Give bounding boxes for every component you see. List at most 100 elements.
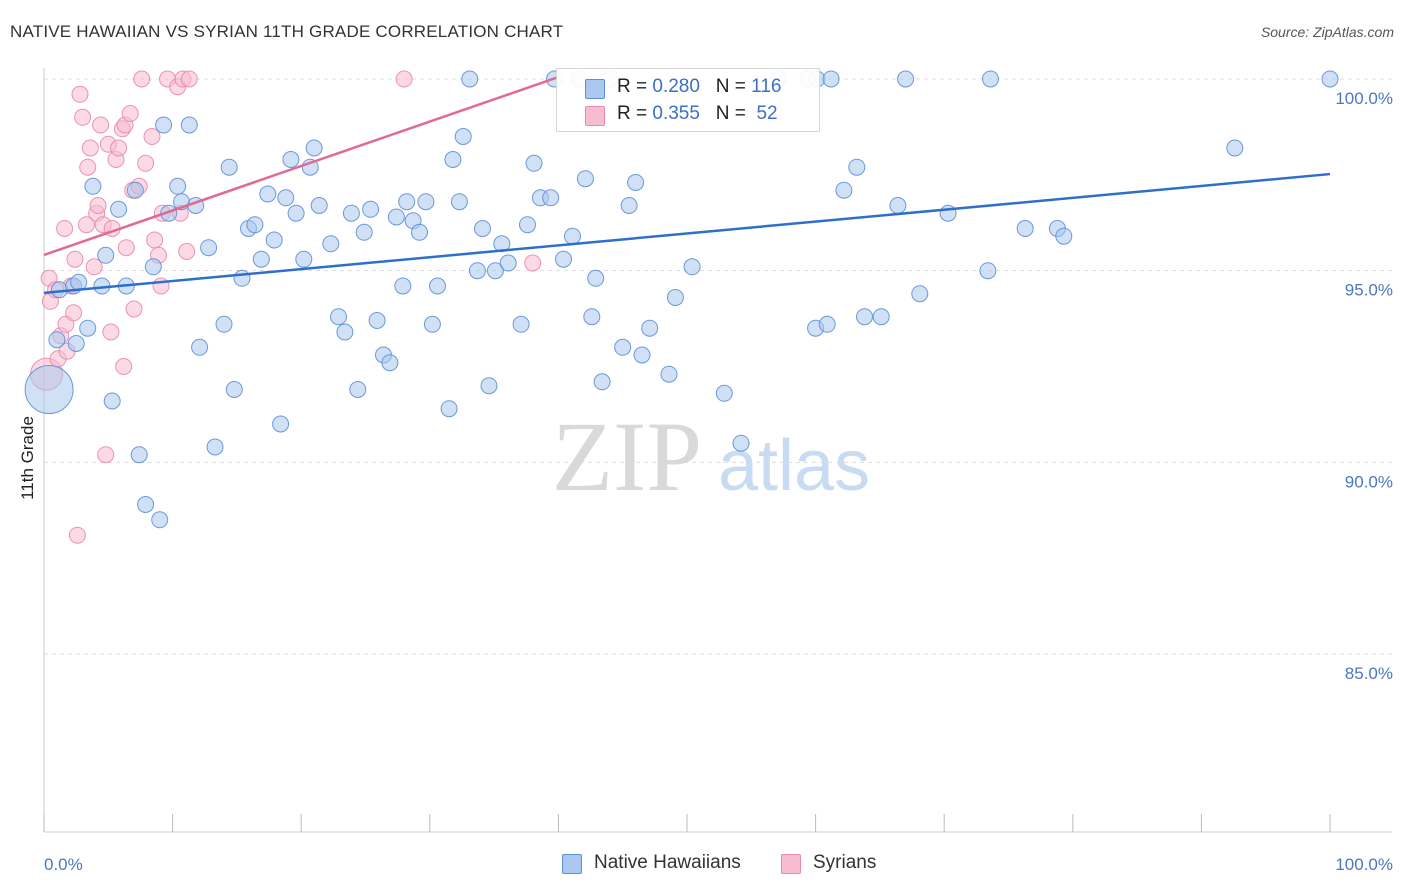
scatter-point — [525, 154, 543, 172]
legend-r-label: R = — [617, 76, 648, 97]
scatter-point — [394, 277, 412, 295]
scatter-point — [125, 300, 143, 318]
scatter-point — [398, 193, 416, 211]
scatter-point — [627, 174, 645, 191]
scatter-point — [822, 70, 840, 88]
scatter-point — [1226, 139, 1244, 157]
legend-n-label: N = — [715, 76, 746, 97]
chart-title: NATIVE HAWAIIAN VS SYRIAN 11TH GRADE COR… — [10, 22, 564, 41]
scatter-point — [620, 197, 638, 214]
scatter-point — [287, 204, 305, 222]
scatter-point — [277, 189, 295, 207]
scatter-point — [65, 304, 83, 322]
scatter-point — [137, 496, 155, 513]
scatter-point — [1016, 220, 1034, 237]
scatter-point — [474, 220, 491, 237]
scatter-point — [395, 70, 413, 88]
scatter-point — [246, 216, 264, 234]
scatter-point — [368, 312, 386, 329]
stats-legend: R = 0.280 N = 116 R = 0.355 N = 52 — [556, 68, 820, 132]
trend-lines — [43, 75, 1331, 295]
legend-swatch-blue — [562, 854, 582, 874]
scatter-point — [200, 239, 218, 257]
scatter-point — [429, 277, 446, 295]
scatter-point — [593, 373, 611, 391]
legend-r-label: R = — [617, 103, 648, 124]
scatter-point — [133, 70, 151, 88]
scatter-point — [110, 200, 128, 218]
scatter-point — [349, 381, 367, 398]
scatter-point — [77, 216, 95, 234]
scatter-point — [206, 438, 224, 456]
legend-n-label: N = — [715, 103, 746, 124]
scatter-point — [310, 197, 328, 214]
scatter-point — [81, 139, 99, 157]
scatter-point — [92, 116, 110, 134]
source-label: Source: ZipAtlas.com — [1260, 24, 1394, 40]
scatter-point — [68, 526, 86, 544]
scatter-point — [66, 250, 84, 268]
scatter-point — [342, 204, 360, 222]
scatter-point — [330, 308, 347, 326]
scatter-point — [115, 358, 133, 375]
scatter-point — [103, 392, 121, 410]
scatter-point — [97, 446, 115, 464]
scatter-point — [322, 235, 340, 253]
scatter-point — [468, 262, 486, 280]
scatter-point — [102, 323, 120, 341]
y-tick-label: 100.0% — [1335, 89, 1393, 108]
legend-n-value: 116 — [751, 76, 782, 97]
scatter-point — [587, 269, 605, 287]
scatter-point — [614, 338, 632, 356]
scatter-point — [265, 231, 283, 249]
scatter-point — [117, 239, 135, 257]
scatter-point — [169, 177, 187, 195]
scatter-point — [417, 193, 435, 211]
scatter-point — [74, 108, 92, 126]
scatter-point — [130, 446, 148, 464]
scatter-point — [233, 269, 251, 287]
gridlines — [44, 78, 1392, 655]
scatter-point — [137, 154, 155, 172]
scatter-point — [362, 200, 380, 218]
scatter-point — [423, 315, 441, 333]
x-tick-label-min: 0.0% — [44, 855, 83, 874]
legend-swatch-pink — [781, 854, 801, 874]
scatter-point — [70, 273, 88, 291]
scatter-point — [272, 415, 290, 433]
scatter-point — [295, 250, 313, 268]
scatter-point — [835, 181, 853, 199]
scatter-point — [848, 158, 866, 176]
legend-n-value: 52 — [756, 103, 778, 124]
scatter-point — [387, 208, 405, 226]
scatter-point — [178, 243, 196, 260]
scatter-point — [979, 262, 997, 280]
scatter-point — [897, 70, 915, 88]
scatter-point — [110, 139, 128, 157]
x-tick-label-max: 100.0% — [1335, 855, 1393, 874]
scatter-point — [180, 116, 198, 134]
scatter-point — [79, 158, 97, 176]
scatter-point — [666, 289, 684, 306]
scatter-point — [889, 197, 907, 214]
scatter-point — [144, 258, 162, 276]
scatter-point — [524, 254, 542, 272]
watermark-zip: ZIP — [552, 401, 702, 512]
trend-line-native-hawaiians — [43, 172, 1331, 295]
y-tick-label: 95.0% — [1345, 281, 1393, 300]
scatter-point — [146, 231, 164, 249]
legend-label: Syrians — [813, 852, 877, 873]
scatter-point — [143, 128, 161, 145]
y-tick-labels: 100.0% 95.0% 90.0% 85.0% — [1335, 89, 1393, 683]
scatter-point — [633, 346, 651, 364]
scatter-point — [126, 181, 144, 199]
scatter-point — [79, 319, 97, 337]
scatter-point — [84, 177, 102, 195]
scatter-point — [282, 151, 300, 168]
scatter-point — [660, 365, 678, 383]
scatter-point — [486, 262, 504, 280]
scatter-point — [555, 250, 572, 268]
scatter-point — [1055, 227, 1073, 245]
legend-swatch-pink — [585, 106, 605, 126]
scatter-point — [355, 223, 373, 241]
